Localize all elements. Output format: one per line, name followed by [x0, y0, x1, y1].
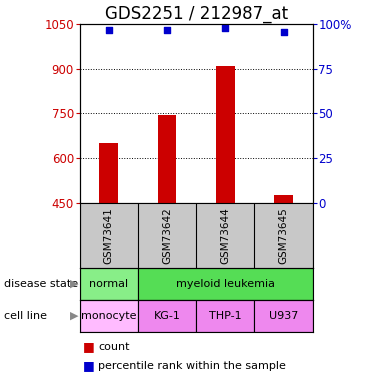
Bar: [138, 300, 196, 332]
Point: [280, 28, 286, 34]
Text: KG-1: KG-1: [154, 311, 181, 321]
Bar: [80, 268, 138, 300]
Point: [106, 27, 112, 33]
Text: ■: ■: [83, 340, 95, 353]
Point: [164, 27, 170, 33]
Text: GSM73645: GSM73645: [279, 207, 289, 264]
Text: U937: U937: [269, 311, 298, 321]
Title: GDS2251 / 212987_at: GDS2251 / 212987_at: [105, 5, 287, 23]
Text: THP-1: THP-1: [209, 311, 242, 321]
Text: ▶: ▶: [70, 279, 79, 289]
Text: GSM73641: GSM73641: [104, 207, 114, 264]
Bar: [216, 66, 235, 203]
Text: percentile rank within the sample: percentile rank within the sample: [98, 361, 286, 370]
Bar: [80, 300, 138, 332]
Bar: [274, 195, 293, 202]
Text: myeloid leukemia: myeloid leukemia: [176, 279, 275, 289]
Text: GSM73644: GSM73644: [220, 207, 230, 264]
Text: ▶: ▶: [70, 311, 79, 321]
Text: normal: normal: [89, 279, 128, 289]
Text: cell line: cell line: [4, 311, 47, 321]
Bar: [100, 143, 118, 202]
Bar: [196, 300, 255, 332]
Bar: [158, 115, 176, 202]
Text: GSM73642: GSM73642: [162, 207, 172, 264]
Point: [222, 25, 228, 31]
Text: count: count: [98, 342, 130, 352]
Text: monocyte: monocyte: [81, 311, 137, 321]
Text: disease state: disease state: [4, 279, 78, 289]
Bar: [255, 300, 313, 332]
Bar: [138, 268, 313, 300]
Text: ■: ■: [83, 359, 95, 372]
